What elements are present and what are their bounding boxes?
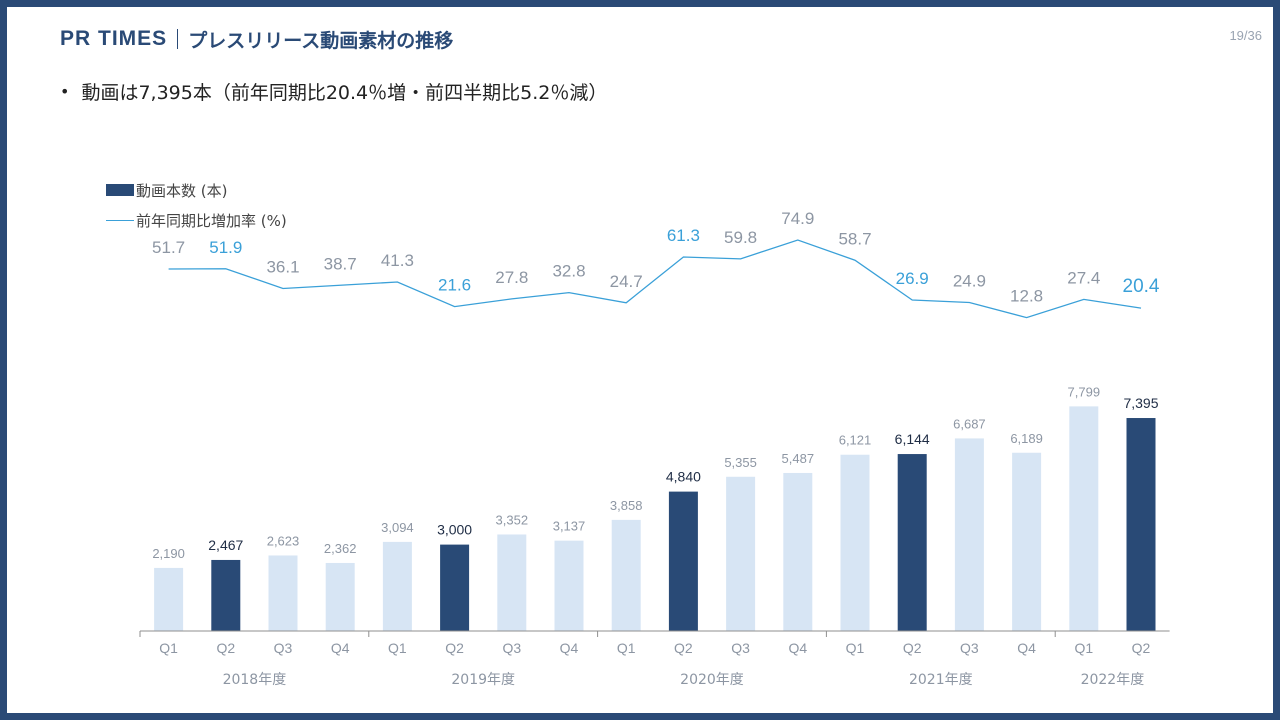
page-number: 19/36 xyxy=(1229,28,1262,43)
brand-logo: PR TIMES xyxy=(60,27,168,50)
slide-title: プレスリリース動画素材の推移 xyxy=(188,29,454,52)
growth-rate-label: 12.8 xyxy=(1010,287,1043,306)
growth-rate-label: 61.3 xyxy=(667,226,700,245)
summary-bullet: • 動画は7,395本（前年同期比20.4％増・前四半期比5.2％減） xyxy=(60,78,607,105)
growth-rate-label: 26.9 xyxy=(896,269,929,288)
bar-value-label: 3,352 xyxy=(496,512,529,527)
bar-value-label: 2,362 xyxy=(324,541,357,556)
bar xyxy=(382,541,412,631)
bar xyxy=(897,454,927,631)
quarter-tick-label: Q2 xyxy=(903,640,922,656)
bar xyxy=(497,534,527,631)
growth-rate-label: 36.1 xyxy=(266,258,299,277)
growth-rate-label: 38.7 xyxy=(324,254,357,273)
bar xyxy=(840,454,870,631)
growth-rate-label: 51.7 xyxy=(152,238,185,257)
quarter-tick-label: Q4 xyxy=(560,640,579,656)
growth-rate-label: 58.7 xyxy=(838,229,871,248)
quarter-tick-label: Q4 xyxy=(788,640,807,656)
bar-value-label: 6,121 xyxy=(839,433,872,448)
bullet-dot-icon: • xyxy=(60,82,70,101)
year-label: 2020年度 xyxy=(680,672,744,688)
bar xyxy=(668,491,698,631)
growth-rate-label: 32.8 xyxy=(552,262,585,281)
quarter-tick-label: Q3 xyxy=(731,640,750,656)
bar xyxy=(154,567,184,631)
growth-rate-label: 41.3 xyxy=(381,251,414,270)
bar xyxy=(325,562,355,631)
growth-rate-line xyxy=(168,239,1142,319)
bar xyxy=(211,559,241,631)
quarter-tick-label: Q2 xyxy=(445,640,464,656)
year-label: 2018年度 xyxy=(223,672,287,688)
bar-value-label: 2,190 xyxy=(152,546,185,561)
quarter-tick-label: Q4 xyxy=(331,640,350,656)
growth-rate-label: 74.9 xyxy=(781,209,814,228)
quarter-tick-label: Q1 xyxy=(1074,640,1093,656)
legend-line-label: 前年同期比増加率 (%) xyxy=(136,211,287,230)
growth-rate-label: 20.4 xyxy=(1123,276,1160,297)
growth-rate-label: 27.4 xyxy=(1067,268,1100,287)
slide-header: PR TIMES プレスリリース動画素材の推移 xyxy=(60,24,453,54)
bar xyxy=(1126,418,1156,631)
bar-value-label: 3,000 xyxy=(437,522,472,538)
legend-bar-swatch xyxy=(106,184,134,196)
legend-bar-label: 動画本数 (本) xyxy=(136,181,228,200)
quarter-tick-label: Q2 xyxy=(1132,640,1151,656)
header-separator xyxy=(177,29,179,49)
bar-value-label: 6,687 xyxy=(953,416,986,431)
quarter-tick-label: Q4 xyxy=(1017,640,1036,656)
quarter-tick-label: Q3 xyxy=(274,640,293,656)
quarter-tick-label: Q1 xyxy=(388,640,407,656)
growth-rate-label: 24.9 xyxy=(953,272,986,291)
bar-value-label: 7,799 xyxy=(1068,384,1101,399)
bar xyxy=(1012,452,1042,631)
bar-value-label: 6,144 xyxy=(895,431,930,447)
bar xyxy=(954,438,984,631)
bar xyxy=(268,555,298,631)
legend-line-swatch xyxy=(106,219,134,221)
quarter-tick-label: Q1 xyxy=(159,640,178,656)
bar xyxy=(783,472,813,631)
quarter-tick-label: Q1 xyxy=(617,640,636,656)
chart-legend: 動画本数 (本) 前年同期比増加率 (%) xyxy=(106,175,287,235)
legend-item-line: 前年同期比増加率 (%) xyxy=(106,205,287,235)
bar-value-label: 7,395 xyxy=(1123,395,1158,411)
quarter-tick-label: Q3 xyxy=(502,640,521,656)
bar-value-label: 4,840 xyxy=(666,469,701,485)
bar xyxy=(440,544,470,631)
growth-rate-label: 21.6 xyxy=(438,276,471,295)
legend-item-bars: 動画本数 (本) xyxy=(106,175,287,205)
quarter-tick-label: Q3 xyxy=(960,640,979,656)
quarter-tick-label: Q2 xyxy=(674,640,693,656)
bar-value-label: 3,137 xyxy=(553,519,586,534)
bar xyxy=(611,519,641,631)
bar-value-label: 2,467 xyxy=(208,537,243,553)
bar-value-label: 3,094 xyxy=(381,520,414,535)
year-label: 2019年度 xyxy=(451,672,515,688)
summary-text: 動画は7,395本（前年同期比20.4％増・前四半期比5.2％減） xyxy=(81,82,608,104)
quarter-tick-label: Q2 xyxy=(216,640,235,656)
growth-rate-label: 51.9 xyxy=(209,238,242,257)
quarter-tick-label: Q1 xyxy=(846,640,865,656)
bar xyxy=(554,540,584,631)
bar-value-label: 5,355 xyxy=(724,455,757,470)
growth-rate-label: 24.7 xyxy=(610,272,643,291)
bar-value-label: 3,858 xyxy=(610,498,643,513)
bar-value-label: 2,623 xyxy=(267,533,300,548)
bar xyxy=(1069,406,1099,631)
bar-value-label: 5,487 xyxy=(782,451,815,466)
growth-rate-label: 27.8 xyxy=(495,268,528,287)
year-label: 2021年度 xyxy=(909,672,973,688)
year-label: 2022年度 xyxy=(1081,672,1145,688)
bar xyxy=(726,476,756,631)
bar-value-label: 6,189 xyxy=(1010,431,1043,446)
growth-rate-label: 59.8 xyxy=(724,228,757,247)
